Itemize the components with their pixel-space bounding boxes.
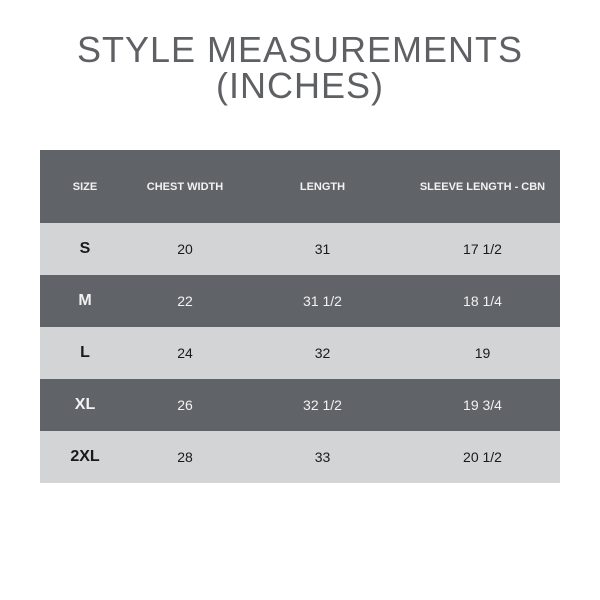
table-row: S 20 31 17 1/2 bbox=[40, 223, 560, 275]
size-cell: XL bbox=[74, 396, 96, 413]
title-line-2: (INCHES) bbox=[216, 65, 384, 106]
header-chest-width: CHEST WIDTH bbox=[146, 180, 224, 193]
chest-cell: 26 bbox=[177, 397, 193, 413]
chest-cell: 22 bbox=[177, 293, 193, 309]
sleeve-cell: 19 3/4 bbox=[463, 397, 502, 413]
header-length: LENGTH bbox=[299, 180, 346, 193]
header-size: SIZE bbox=[72, 180, 98, 193]
size-cell: S bbox=[79, 240, 91, 257]
table-row: M 22 31 1/2 18 1/4 bbox=[40, 275, 560, 327]
sleeve-cell: 20 1/2 bbox=[463, 449, 502, 465]
length-cell: 33 bbox=[314, 449, 331, 465]
length-cell: 31 bbox=[314, 241, 331, 257]
length-cell: 31 1/2 bbox=[303, 293, 342, 309]
length-cell: 32 bbox=[314, 345, 331, 361]
table-row: L 24 32 19 bbox=[40, 327, 560, 379]
sleeve-cell: 18 1/4 bbox=[463, 293, 502, 309]
page-title: STYLE MEASUREMENTS (INCHES) bbox=[0, 32, 600, 104]
chest-cell: 28 bbox=[177, 449, 193, 465]
length-cell: 32 1/2 bbox=[303, 397, 342, 413]
chest-cell: 24 bbox=[177, 345, 193, 361]
sleeve-cell: 19 bbox=[474, 345, 491, 361]
table-row: 2XL 28 33 20 1/2 bbox=[40, 431, 560, 483]
size-cell: M bbox=[78, 292, 92, 309]
header-sleeve-length: SLEEVE LENGTH - CBN bbox=[419, 180, 546, 193]
header-row: SIZE CHEST WIDTH LENGTH SLEEVE LENGTH - … bbox=[40, 150, 560, 223]
title-line-1: STYLE MEASUREMENTS bbox=[76, 29, 524, 70]
table-row: XL 26 32 1/2 19 3/4 bbox=[40, 379, 560, 431]
chest-cell: 20 bbox=[177, 241, 193, 257]
size-cell: L bbox=[80, 344, 90, 361]
size-chart-table: SIZE CHEST WIDTH LENGTH SLEEVE LENGTH - … bbox=[40, 150, 560, 483]
sleeve-cell: 17 1/2 bbox=[463, 241, 502, 257]
size-cell: 2XL bbox=[70, 448, 100, 465]
